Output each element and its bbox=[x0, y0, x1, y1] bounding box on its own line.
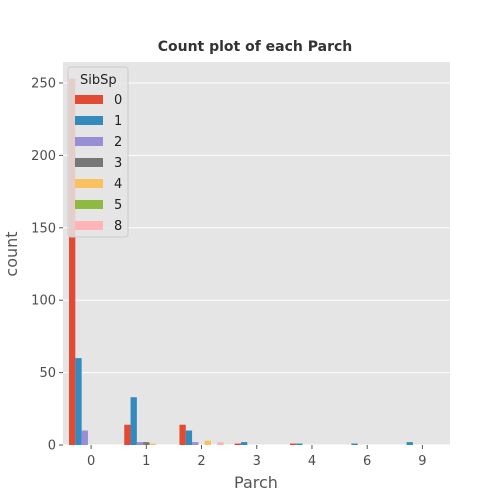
legend-entry-label: 3 bbox=[114, 156, 122, 171]
x-tick-label: 9 bbox=[418, 454, 426, 469]
legend-entry-label: 1 bbox=[114, 114, 122, 129]
legend-swatch bbox=[75, 200, 103, 209]
chart-title: Count plot of each Parch bbox=[158, 39, 353, 55]
bar bbox=[205, 441, 211, 445]
legend-entry-label: 0 bbox=[114, 93, 122, 108]
bar bbox=[192, 442, 198, 445]
bar bbox=[75, 358, 81, 445]
bar bbox=[137, 442, 143, 445]
x-axis-ticks: 0 1 2 3 4 6 9 bbox=[87, 445, 427, 469]
x-tick-label: 0 bbox=[87, 454, 95, 469]
y-tick-label: 150 bbox=[31, 221, 56, 236]
legend-swatch bbox=[75, 116, 103, 125]
y-tick-label: 200 bbox=[31, 149, 56, 164]
bar bbox=[351, 444, 357, 445]
x-tick-label: 3 bbox=[253, 454, 261, 469]
legend-entry-label: 4 bbox=[114, 177, 122, 192]
legend-swatch bbox=[75, 158, 103, 167]
bar bbox=[241, 442, 247, 445]
legend-swatch bbox=[75, 137, 103, 146]
y-axis-ticks: 0 50 100 150 200 250 bbox=[31, 77, 63, 454]
y-axis-label: count bbox=[2, 231, 21, 276]
bar bbox=[217, 442, 223, 445]
legend: SibSp 0 1 2 3 4 5 8 bbox=[68, 67, 128, 237]
legend-entry-label: 2 bbox=[114, 135, 122, 150]
y-tick-label: 50 bbox=[39, 366, 56, 381]
x-tick-label: 6 bbox=[363, 454, 371, 469]
x-tick-label: 2 bbox=[197, 454, 205, 469]
bar bbox=[131, 397, 137, 445]
legend-entry-label: 8 bbox=[114, 219, 122, 234]
y-tick-label: 100 bbox=[31, 294, 56, 309]
bar bbox=[296, 444, 302, 445]
legend-swatch bbox=[75, 221, 103, 230]
bar bbox=[82, 431, 88, 445]
bar bbox=[124, 425, 130, 445]
bar bbox=[186, 431, 192, 445]
x-tick-label: 1 bbox=[142, 454, 150, 469]
y-tick-label: 250 bbox=[31, 77, 56, 92]
legend-swatch bbox=[75, 95, 103, 104]
x-tick-label: 4 bbox=[308, 454, 316, 469]
bar bbox=[407, 442, 413, 445]
bar bbox=[149, 444, 155, 445]
bar bbox=[179, 425, 185, 445]
bar bbox=[290, 444, 296, 445]
legend-entry-label: 5 bbox=[114, 198, 122, 213]
legend-swatch bbox=[75, 179, 103, 188]
y-tick-label: 0 bbox=[48, 439, 56, 454]
bar bbox=[143, 442, 149, 445]
bar bbox=[235, 444, 241, 445]
legend-title: SibSp bbox=[80, 73, 117, 88]
x-axis-label: Parch bbox=[234, 473, 278, 492]
